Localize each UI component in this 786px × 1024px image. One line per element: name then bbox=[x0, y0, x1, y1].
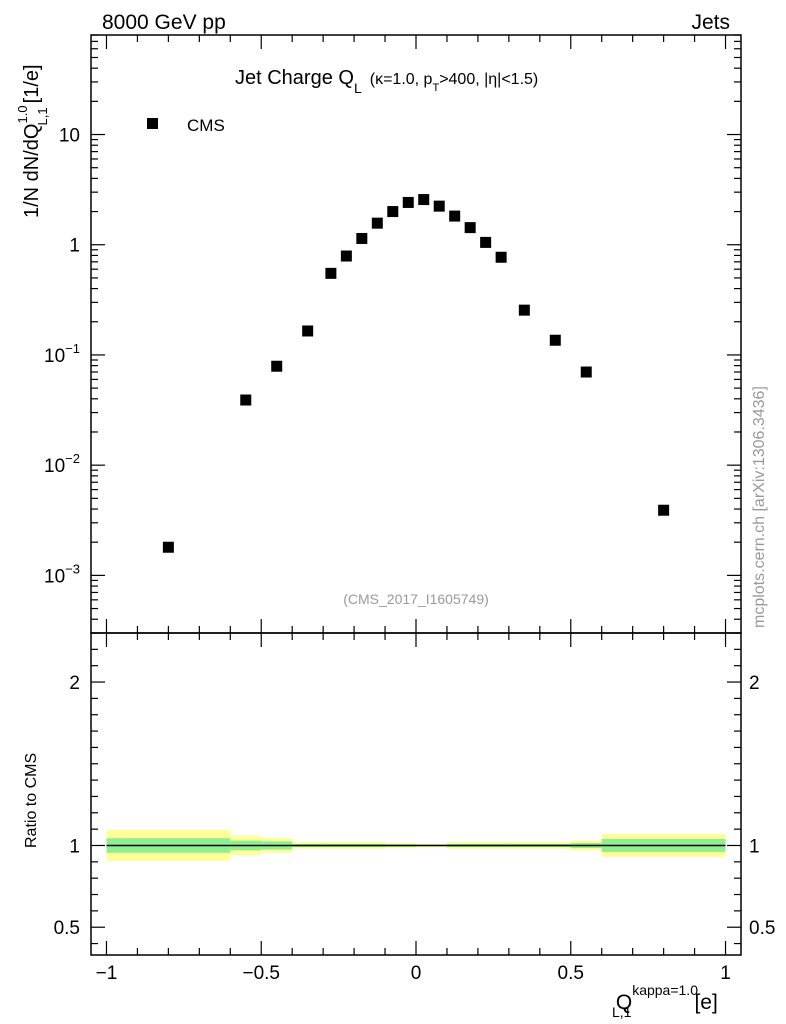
y-tick-label-base: 10 bbox=[44, 456, 65, 477]
data-point bbox=[240, 394, 252, 406]
title-params-sub: T bbox=[432, 82, 439, 94]
data-point bbox=[433, 200, 445, 212]
x-tick-label: −0.5 bbox=[242, 963, 280, 984]
main-panel: Jet Charge QL (κ=1.0, pT>400, |η|<1.5) CM… bbox=[15, 34, 742, 634]
data-point bbox=[340, 250, 352, 262]
y-tick-label-exp: −1 bbox=[65, 341, 80, 356]
title-main: Jet Charge Q bbox=[235, 67, 354, 89]
y-tick-label: 10−2 bbox=[44, 451, 80, 477]
data-point bbox=[418, 194, 430, 206]
y-tick-label-exp: −3 bbox=[65, 561, 80, 576]
ratio-panel: 2 2 1 1 0.5 0.5 −1 −0.5 0 0.5 1 Ratio to CMS Qkapp… bbox=[23, 632, 775, 1020]
x-tick-label: 0 bbox=[411, 963, 422, 984]
xlabel-main: Q bbox=[616, 991, 632, 1014]
ratio-ylabel: Ratio to CMS bbox=[23, 753, 40, 848]
data-point bbox=[549, 334, 561, 346]
ratio-y-tick-label: 2 bbox=[69, 673, 80, 694]
y-tick-label: 1 bbox=[69, 236, 80, 257]
data-point bbox=[402, 196, 414, 208]
data-point bbox=[302, 325, 314, 337]
main-ylabel: 1/N dN/dQ1.0 L,1 [1/e] bbox=[15, 64, 50, 218]
xlabel-sup: kappa=1.0 bbox=[632, 982, 698, 998]
data-point bbox=[325, 267, 337, 279]
ratio-y-tick-label-right: 0.5 bbox=[749, 918, 775, 939]
title-params-end: >400, |η|<1.5) bbox=[439, 71, 538, 88]
ylabel-main: 1/N dN/dQ bbox=[21, 124, 43, 218]
analysis-label: (CMS_2017_I1605749) bbox=[343, 591, 489, 607]
data-point bbox=[371, 217, 383, 229]
ratio-frame bbox=[90, 632, 742, 956]
y-tick-label: 10 bbox=[59, 126, 80, 147]
x-tick-label: 0.5 bbox=[558, 963, 584, 984]
y-tick-label: 10−1 bbox=[44, 341, 80, 367]
data-point bbox=[387, 206, 399, 218]
y-tick-label-exp: −2 bbox=[65, 451, 80, 466]
data-point bbox=[449, 210, 461, 222]
data-point bbox=[658, 504, 670, 516]
ratio-y-tick-label-right: 1 bbox=[749, 836, 760, 857]
title-params: (κ=1.0, p bbox=[370, 71, 433, 88]
data-point bbox=[271, 360, 283, 372]
data-point bbox=[480, 236, 492, 248]
ylabel-sup: 1.0 bbox=[15, 105, 30, 123]
data-point bbox=[580, 366, 592, 378]
title-sub: L bbox=[354, 80, 362, 96]
x-tick-label: 1 bbox=[720, 963, 731, 984]
ratio-y-tick-label: 1 bbox=[69, 836, 80, 857]
y-tick-label-base: 10 bbox=[44, 346, 65, 367]
legend-label-cms: CMS bbox=[187, 116, 225, 135]
ratio-y-tick-label: 0.5 bbox=[54, 918, 80, 939]
energy-label: 8000 GeV pp bbox=[102, 11, 226, 34]
data-point bbox=[464, 222, 476, 234]
xlabel-sub: L,1 bbox=[612, 1004, 632, 1020]
process-label: Jets bbox=[691, 11, 730, 34]
y-tick-label: 10−3 bbox=[44, 561, 80, 587]
ylabel-unit: [1/e] bbox=[21, 64, 43, 103]
data-point bbox=[356, 232, 368, 244]
data-point bbox=[162, 541, 174, 553]
mcplots-side-note: mcplots.cern.ch [arXiv:1306.3436] bbox=[751, 386, 768, 628]
ylabel-sub: L,1 bbox=[35, 107, 50, 125]
ratio-xlabel: Qkappa=1.0 L,1 [e] bbox=[612, 982, 718, 1020]
data-point bbox=[495, 251, 507, 263]
y-tick-label-base: 10 bbox=[44, 566, 65, 587]
x-tick-label: −1 bbox=[96, 963, 118, 984]
legend-marker-cms bbox=[147, 118, 158, 129]
xlabel-unit: [e] bbox=[694, 991, 717, 1014]
ratio-y-tick-label-right: 2 bbox=[749, 673, 760, 694]
plot-title: Jet Charge QL (κ=1.0, pT>400, |η|<1.5) bbox=[235, 67, 538, 96]
data-point bbox=[518, 304, 530, 316]
